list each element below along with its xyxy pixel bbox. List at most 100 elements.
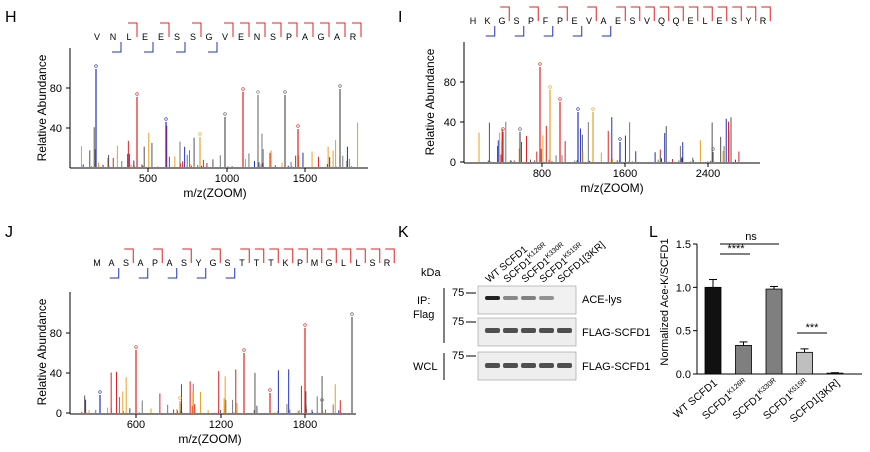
band-flag-wcl — [521, 363, 536, 368]
residue-i-17: E — [716, 16, 722, 26]
xtick-h-1500: 1500 — [293, 173, 317, 185]
flag-label: Flag — [413, 309, 434, 321]
y-ion-j-2 — [124, 248, 134, 263]
marker-75-a: 75 — [452, 287, 464, 299]
y-ion-j-16 — [327, 248, 337, 263]
wcl-label: WCL — [413, 361, 437, 373]
peak-label-h — [94, 64, 98, 68]
band-ace-lys — [503, 296, 518, 300]
band-flag-ip — [557, 328, 572, 333]
b-ion-i-7 — [572, 26, 583, 37]
y-ion-h-13 — [304, 22, 314, 37]
b-ion-h-3 — [144, 42, 154, 53]
y-ion-h-15 — [336, 22, 346, 37]
peak-label-i — [558, 97, 562, 101]
panel-label-h: H — [5, 9, 17, 26]
residue-j-10: T — [239, 258, 245, 268]
residue-j-0: M — [93, 258, 101, 268]
peak-label-h — [164, 117, 168, 121]
residue-i-15: E — [687, 16, 693, 26]
residue-j-15: M — [311, 258, 319, 268]
residue-h-14: G — [317, 32, 324, 42]
y-ion-i-15 — [688, 6, 699, 21]
y-ion-h-8 — [224, 22, 234, 37]
b-ion-j-1 — [109, 268, 120, 279]
sig-ns: ns — [745, 231, 757, 243]
y-ion-j-17 — [341, 248, 352, 263]
residue-j-13: K — [282, 258, 288, 268]
residue-h-2: L — [126, 32, 131, 42]
residue-j-19: S — [369, 258, 375, 268]
peak-label-j — [242, 348, 246, 352]
bar-ytick-label: 0.0 — [676, 369, 691, 381]
ytick-j-0: 0 — [56, 408, 62, 420]
bar-xlabel-sup-2: K330R — [757, 377, 778, 396]
residue-j-18: L — [355, 258, 360, 268]
y-ion-i-14 — [674, 6, 684, 21]
residue-h-16: R — [350, 32, 357, 42]
residue-j-2: S — [123, 258, 129, 268]
residue-i-20: R — [760, 16, 767, 26]
y-ion-h-11 — [272, 22, 282, 37]
y-ion-j-11 — [254, 248, 265, 263]
y-ion-h-16 — [352, 22, 362, 37]
xtick-h-1000: 1000 — [215, 173, 239, 185]
xtick-j-600: 600 — [127, 419, 145, 431]
yticks-h: 40 80 — [50, 83, 70, 135]
bar-3 — [796, 351, 813, 375]
band-flag-ip — [521, 328, 536, 333]
y-ion-j-6 — [182, 248, 192, 263]
xtick-i-1600: 1600 — [613, 168, 637, 180]
xlabel-i: m/z(ZOOM) — [580, 181, 643, 195]
yticks-j: 0 40 80 — [50, 328, 70, 420]
y-ion-j-12 — [269, 248, 279, 263]
residue-i-3: S — [513, 16, 519, 26]
peak-label-j — [350, 312, 354, 316]
y-ion-j-15 — [312, 248, 323, 263]
b-ion-h-5 — [176, 42, 186, 53]
residue-j-11: T — [254, 258, 260, 268]
residue-i-19: Y — [745, 16, 751, 26]
b-ion-j-9 — [225, 268, 236, 279]
peak-label-j — [320, 398, 324, 402]
residue-i-12: V — [644, 16, 650, 26]
y-ion-i-13 — [659, 6, 670, 21]
marker-75-c: 75 — [452, 350, 464, 362]
residue-h-4: E — [158, 32, 164, 42]
residue-h-0: V — [94, 32, 100, 42]
residue-j-6: S — [181, 258, 187, 268]
kda-label: kDa — [421, 267, 441, 279]
ip-label: IP: — [417, 295, 430, 307]
xtick-j-1200: 1200 — [209, 419, 233, 431]
y-ion-i-4 — [529, 6, 539, 21]
band-flag-ip — [503, 328, 518, 333]
peaks-h — [80, 64, 359, 167]
residue-h-1: N — [110, 32, 117, 42]
yticks-i: 0 40 80 — [444, 77, 464, 169]
band-ace-lys — [521, 296, 536, 300]
y-ion-j-14 — [298, 248, 308, 263]
peak-label-h — [198, 132, 202, 136]
band-flag-ip — [539, 328, 554, 333]
b-ion-j-7 — [196, 268, 207, 279]
bar-ytick-label: 1.0 — [676, 282, 691, 294]
peak-label-j — [134, 345, 138, 349]
y-ion-h-2 — [128, 22, 138, 37]
residue-i-1: K — [484, 16, 490, 26]
y-ion-j-20 — [385, 248, 395, 263]
xtick-i-800: 800 — [533, 168, 551, 180]
ylabel-j: Relative Abundance — [35, 298, 49, 405]
panel-label-k: K — [398, 224, 409, 241]
b-ion-j-3 — [138, 268, 149, 279]
y-ion-i-18 — [732, 6, 742, 21]
bar-ytick-label: 0.5 — [676, 326, 691, 338]
western-blot: WT SCFD1SCFD1K126RSCFD1K330RSCFD1K515RSC… — [413, 240, 650, 381]
y-ion-h-12 — [288, 22, 298, 37]
residue-h-7: G — [205, 32, 212, 42]
y-ion-j-8 — [211, 248, 221, 263]
residue-j-17: L — [341, 258, 346, 268]
